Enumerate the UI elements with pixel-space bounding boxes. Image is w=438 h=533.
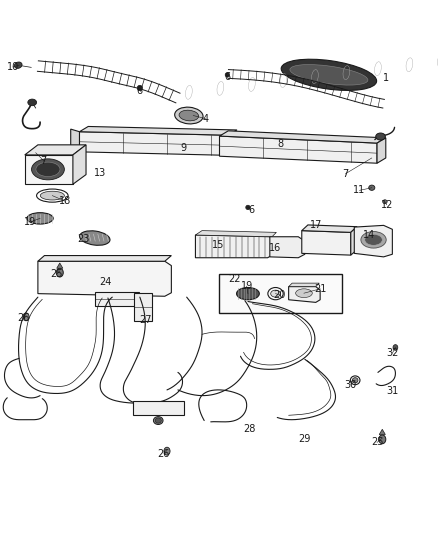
Polygon shape [25, 155, 73, 184]
Text: 19: 19 [240, 281, 252, 291]
Text: 32: 32 [385, 348, 398, 358]
Text: 11: 11 [353, 185, 365, 196]
Text: 16: 16 [269, 243, 281, 253]
Polygon shape [301, 231, 350, 255]
Text: 7: 7 [40, 156, 46, 166]
Text: 4: 4 [202, 114, 208, 124]
Ellipse shape [56, 268, 63, 277]
Polygon shape [25, 145, 86, 155]
Text: 26: 26 [18, 313, 30, 323]
Polygon shape [71, 129, 79, 152]
Text: 1: 1 [382, 74, 388, 83]
Ellipse shape [364, 235, 381, 245]
Polygon shape [376, 138, 385, 163]
Ellipse shape [23, 313, 29, 321]
Text: 28: 28 [243, 424, 255, 434]
Ellipse shape [368, 185, 374, 190]
Polygon shape [38, 261, 171, 296]
Text: 12: 12 [380, 200, 392, 210]
Ellipse shape [382, 200, 386, 204]
Ellipse shape [27, 213, 53, 224]
Text: 17: 17 [309, 220, 321, 230]
Polygon shape [288, 283, 318, 287]
Polygon shape [79, 132, 228, 155]
Text: 6: 6 [137, 86, 143, 96]
Text: 27: 27 [138, 315, 151, 325]
Text: 26: 26 [157, 449, 170, 459]
Polygon shape [195, 231, 276, 237]
Ellipse shape [153, 417, 162, 424]
Text: 22: 22 [228, 274, 240, 284]
Ellipse shape [179, 110, 198, 121]
Polygon shape [353, 225, 392, 257]
Polygon shape [95, 292, 138, 306]
Polygon shape [57, 263, 63, 268]
Ellipse shape [28, 99, 36, 106]
Ellipse shape [392, 345, 397, 350]
Text: 21: 21 [313, 284, 325, 294]
Text: 7: 7 [342, 169, 348, 179]
Polygon shape [79, 126, 237, 135]
Ellipse shape [137, 85, 142, 91]
Ellipse shape [236, 287, 259, 300]
Polygon shape [301, 225, 356, 232]
Polygon shape [219, 131, 385, 143]
Text: 19: 19 [24, 217, 36, 227]
Ellipse shape [378, 435, 385, 444]
Text: 20: 20 [273, 290, 286, 300]
Polygon shape [195, 235, 272, 258]
Ellipse shape [352, 378, 357, 383]
Ellipse shape [289, 64, 367, 85]
Ellipse shape [155, 418, 161, 423]
Polygon shape [269, 237, 304, 258]
Ellipse shape [36, 162, 60, 176]
Text: 18: 18 [59, 196, 71, 206]
Text: 25: 25 [50, 269, 63, 279]
Ellipse shape [163, 447, 170, 455]
Ellipse shape [225, 72, 229, 77]
Polygon shape [133, 401, 184, 415]
Text: 8: 8 [277, 139, 283, 149]
Ellipse shape [40, 191, 64, 200]
Ellipse shape [245, 205, 250, 209]
Ellipse shape [14, 62, 22, 68]
Text: 13: 13 [94, 168, 106, 178]
Text: 6: 6 [224, 72, 230, 83]
Ellipse shape [270, 290, 280, 297]
Polygon shape [73, 145, 86, 184]
FancyBboxPatch shape [219, 274, 341, 313]
Text: 6: 6 [247, 206, 254, 215]
Ellipse shape [174, 107, 203, 124]
Text: 24: 24 [99, 277, 112, 287]
Ellipse shape [32, 159, 64, 180]
Ellipse shape [360, 231, 385, 248]
Text: 30: 30 [344, 379, 356, 390]
Text: 10: 10 [7, 62, 19, 72]
Polygon shape [219, 136, 376, 163]
Text: 29: 29 [298, 434, 310, 445]
Ellipse shape [79, 231, 110, 245]
Text: 14: 14 [362, 230, 374, 240]
Ellipse shape [295, 289, 311, 297]
Ellipse shape [375, 133, 385, 140]
Polygon shape [134, 293, 151, 321]
Polygon shape [378, 429, 385, 434]
Text: 31: 31 [385, 386, 398, 396]
Ellipse shape [281, 59, 376, 91]
Text: 9: 9 [180, 143, 186, 154]
Polygon shape [350, 227, 356, 255]
Text: 25: 25 [370, 438, 382, 447]
Text: 15: 15 [212, 240, 224, 251]
Polygon shape [38, 255, 171, 261]
Text: 23: 23 [78, 235, 90, 244]
Polygon shape [288, 287, 319, 302]
